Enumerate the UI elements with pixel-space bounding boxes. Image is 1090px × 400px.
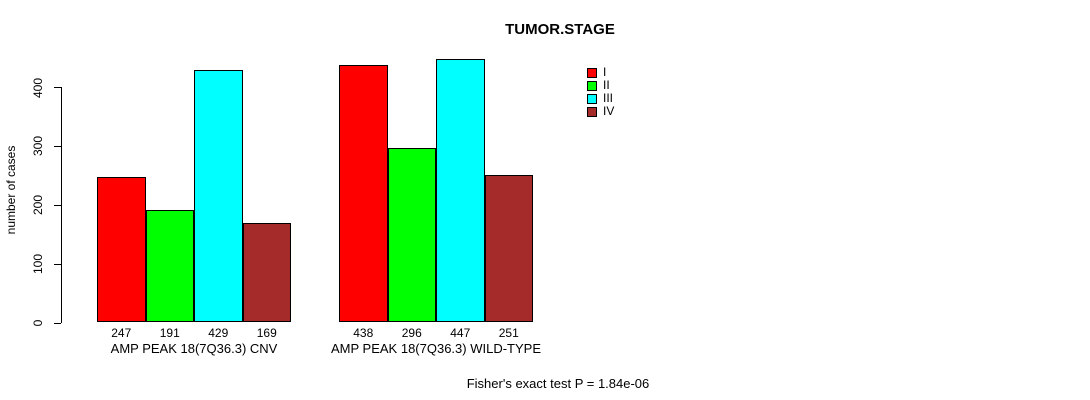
legend-swatch-II [587,80,597,91]
bar-group2-stage-I [339,64,388,323]
legend-label-III: III [603,91,614,105]
bar-value-label: 447 [450,326,471,340]
y-tick-mark-200 [54,204,61,206]
bar-group1-stage-II [145,210,194,323]
bar-value-label: 296 [401,326,422,340]
y-tick-label-300: 300 [31,136,45,157]
y-tick-mark-0 [54,322,61,324]
group-label-2: AMP PEAK 18(7Q36.3) WILD-TYPE [331,341,541,356]
y-tick-label-200: 200 [31,195,45,216]
y-tick-label-0: 0 [31,319,45,327]
chart-title: TUMOR.STAGE [505,21,615,38]
bar-group2-stage-II [387,148,436,323]
bar-value-label: 169 [256,326,277,340]
fisher-test-annotation: Fisher's exact test P = 1.84e-06 [466,376,650,391]
y-axis-label: number of cases [4,145,18,235]
legend-label-I: I [603,65,607,79]
bar-value-label: 191 [159,326,180,340]
bar-group1-stage-I [97,177,146,323]
group-label-1: AMP PEAK 18(7Q36.3) CNV [110,341,278,356]
legend-row-II: II [587,79,614,92]
bar-value-label: 251 [498,326,519,340]
legend: I II III IV [587,66,614,118]
bar-group1-stage-IV [242,223,291,323]
y-axis-line [61,87,62,323]
bar-value-label: 429 [208,326,229,340]
y-tick-mark-300 [54,145,61,147]
legend-label-IV: IV [603,104,615,118]
bar-group1-stage-III [194,69,243,323]
y-tick-label-400: 400 [31,77,45,98]
bar-value-label: 438 [353,326,374,340]
legend-row-I: I [587,66,614,79]
legend-swatch-III [587,93,597,104]
y-tick-label-100: 100 [31,254,45,275]
bar-value-label: 247 [111,326,132,340]
y-tick-mark-100 [54,263,61,265]
legend-swatch-IV [587,106,597,117]
legend-row-III: III [587,92,614,105]
legend-swatch-I [587,67,597,78]
y-tick-mark-400 [54,87,61,88]
legend-row-IV: IV [587,105,614,118]
bar-group2-stage-IV [484,174,533,323]
legend-label-II: II [603,78,610,92]
bar-group2-stage-III [436,59,485,323]
